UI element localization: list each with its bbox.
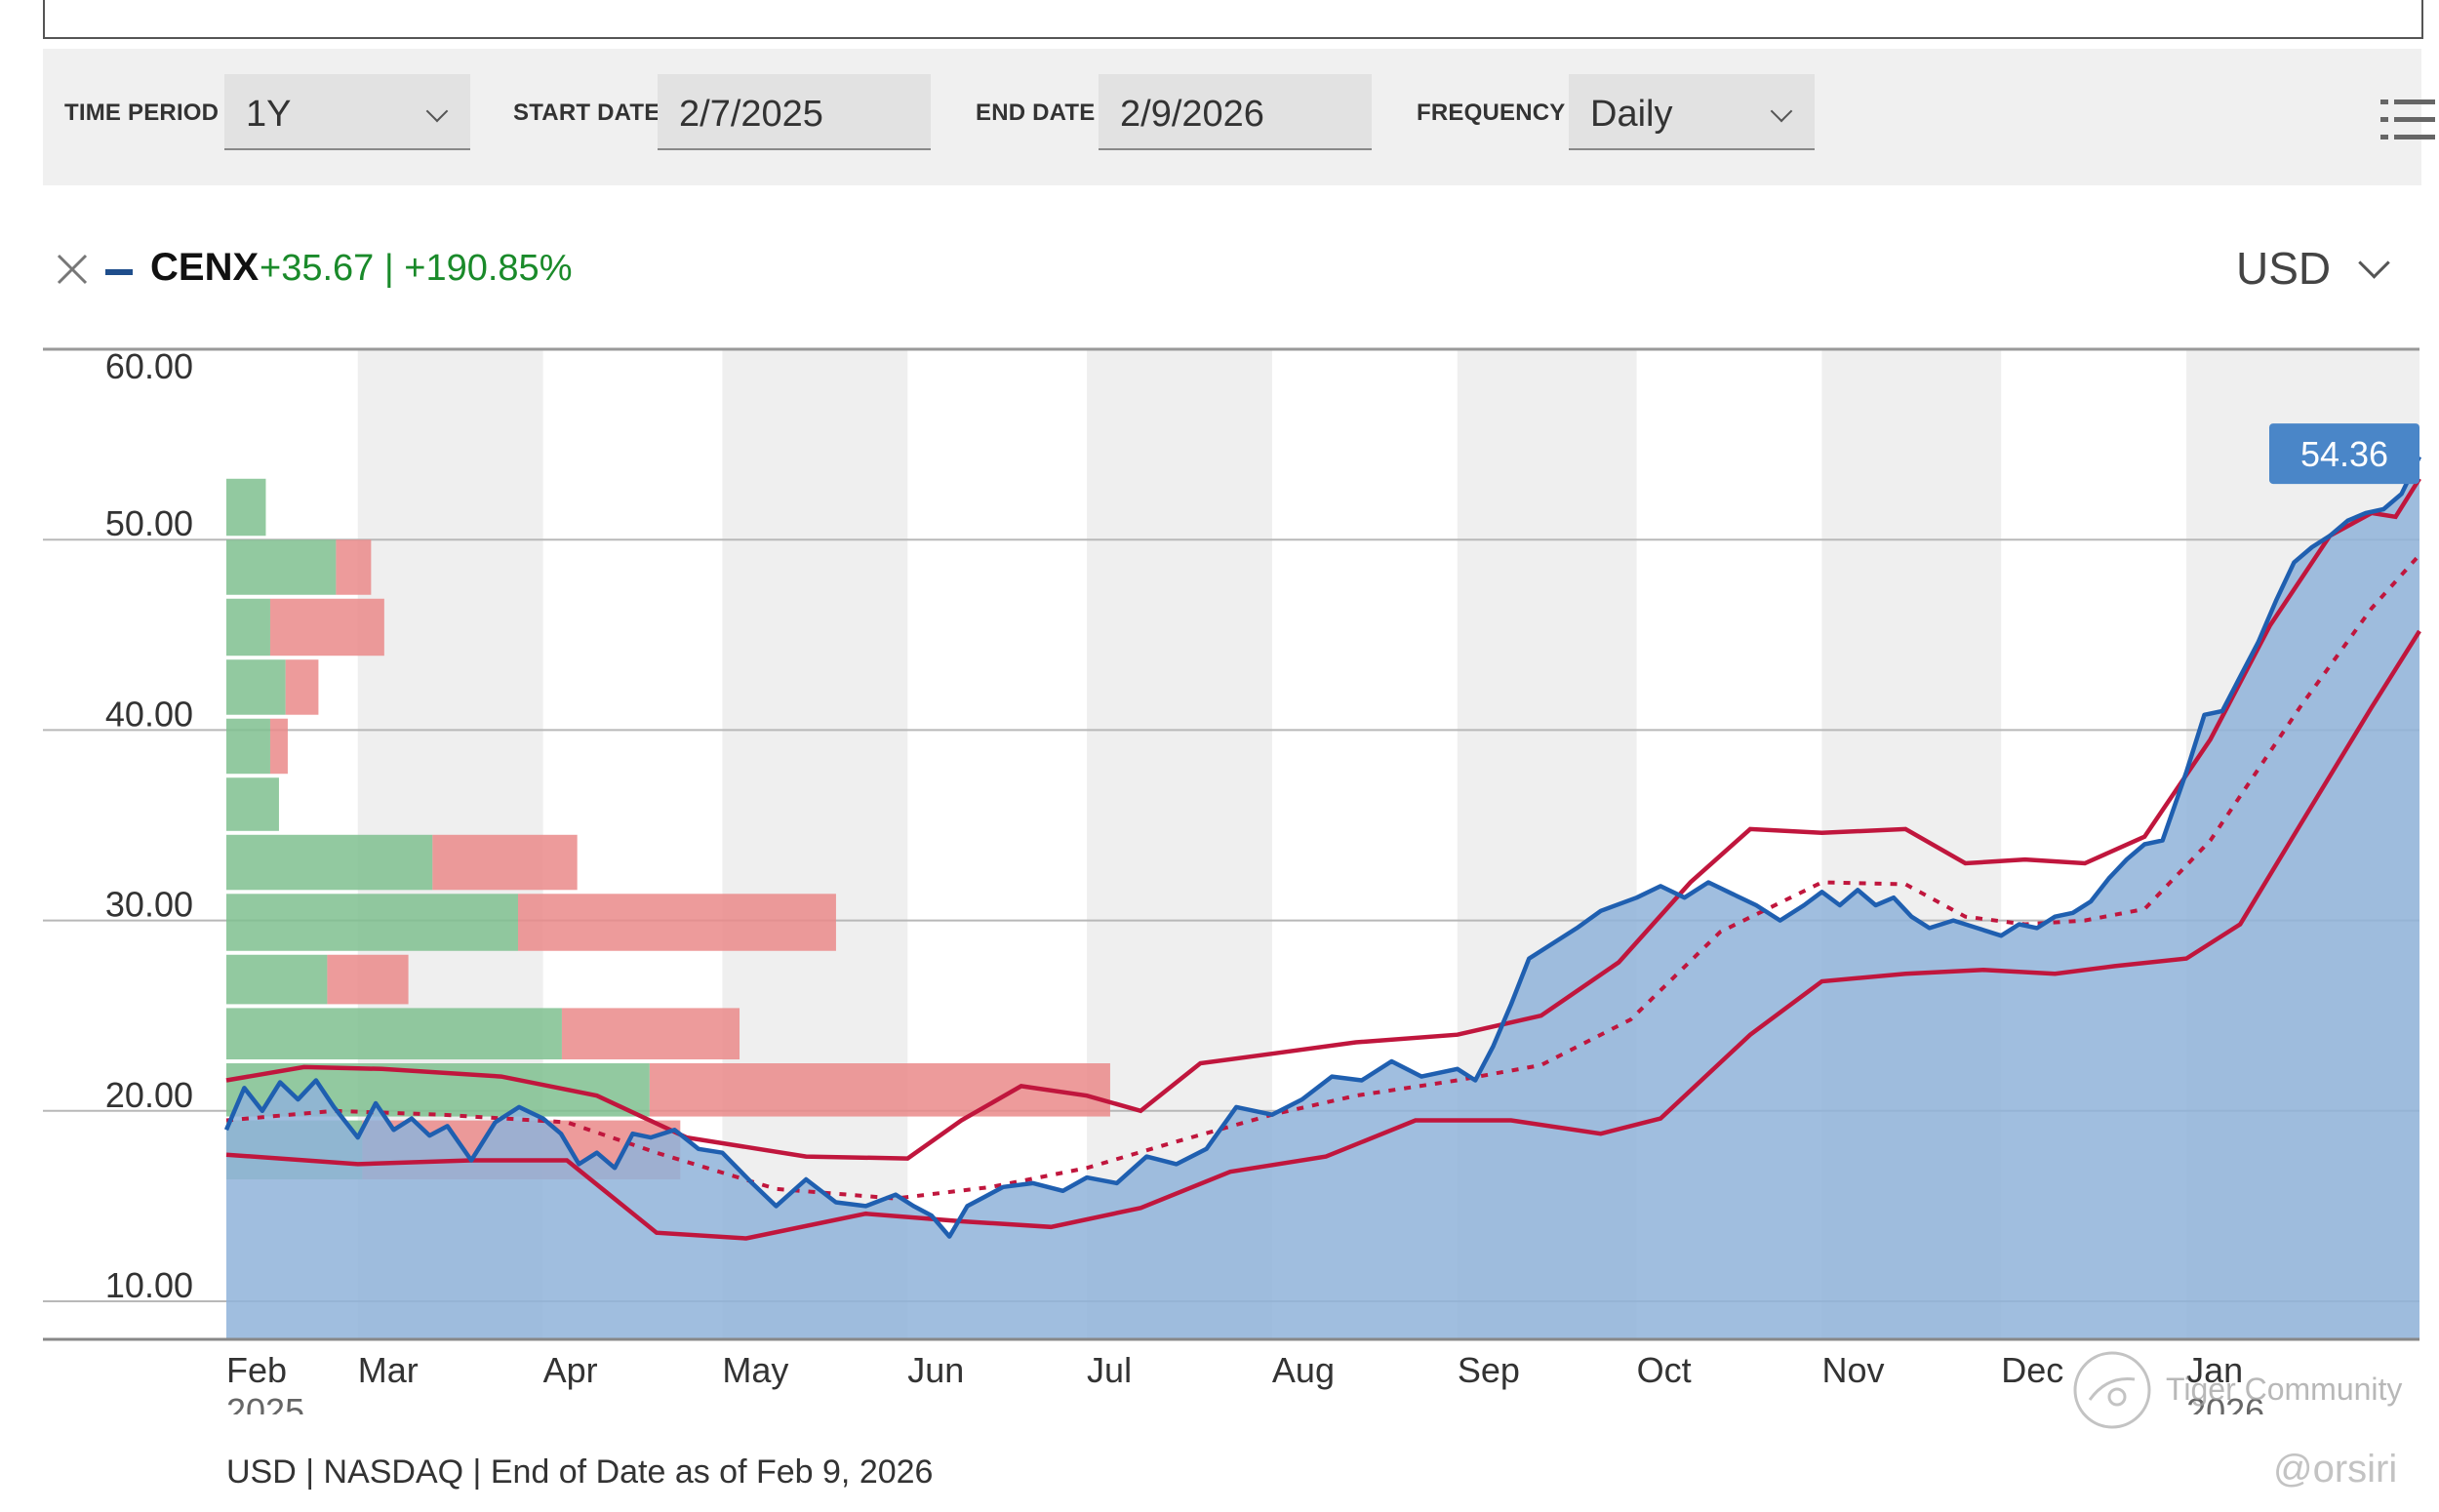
upper-band-line bbox=[225, 477, 2421, 1161]
ticker-label: CENX bbox=[150, 246, 260, 289]
watermark-text: Tiger Community bbox=[2166, 1372, 2403, 1407]
volume-bar-down bbox=[561, 1008, 740, 1060]
volume-bar-down bbox=[269, 718, 288, 775]
start-date-label: START DATE bbox=[513, 99, 660, 126]
volume-bar-up bbox=[226, 894, 518, 951]
top-panel-border bbox=[43, 0, 2423, 39]
lower-band-line bbox=[225, 629, 2421, 1241]
price-change: +35.67 | +190.85% bbox=[260, 248, 573, 289]
tiger-logo-icon bbox=[2073, 1351, 2151, 1429]
volume-bar-up bbox=[226, 598, 270, 657]
y-tick-label: 50.00 bbox=[105, 503, 193, 543]
volume-bar-down bbox=[285, 659, 319, 715]
x-tick-label: May bbox=[722, 1350, 788, 1390]
x-tick-label: Mar bbox=[358, 1350, 419, 1390]
y-tick-label: 30.00 bbox=[105, 885, 193, 925]
volume-bar-up bbox=[226, 718, 270, 775]
series-swatch bbox=[105, 269, 133, 275]
month-band bbox=[722, 349, 908, 1339]
frequency-label: FREQUENCY bbox=[1417, 99, 1566, 126]
last-price-box bbox=[2269, 423, 2419, 485]
volume-bar-up bbox=[226, 659, 286, 715]
end-date-value: 2/9/2026 bbox=[1120, 94, 1264, 135]
currency-select[interactable]: USD bbox=[2236, 243, 2332, 294]
price-line bbox=[223, 456, 2422, 1239]
volume-bar-up bbox=[226, 777, 279, 831]
x-tick-label: Feb bbox=[226, 1350, 287, 1390]
x-tick-label: Dec bbox=[2001, 1350, 2063, 1390]
volume-bar-up bbox=[226, 834, 433, 891]
x-tick-label: Jul bbox=[1087, 1350, 1132, 1390]
x-tick-label: Oct bbox=[1637, 1350, 1692, 1390]
list-menu-icon[interactable] bbox=[2380, 96, 2435, 144]
end-date-input[interactable]: 2/9/2026 bbox=[1099, 74, 1372, 150]
x-tick-year: 2026 bbox=[2186, 1391, 2264, 1414]
x-tick-label: Apr bbox=[543, 1350, 598, 1390]
moving-average-line bbox=[225, 553, 2421, 1201]
time-period-select[interactable]: 1Y bbox=[224, 74, 470, 150]
y-tick-label: 20.00 bbox=[105, 1075, 193, 1115]
x-tick-label: Sep bbox=[1458, 1350, 1520, 1390]
volume-bar-down bbox=[517, 894, 836, 951]
frequency-select[interactable]: Daily bbox=[1569, 74, 1815, 150]
volume-bar-down bbox=[327, 954, 409, 1005]
close-icon[interactable] bbox=[55, 252, 90, 287]
last-price-label: 54.36 bbox=[2300, 434, 2388, 474]
x-tick-label: Jun bbox=[907, 1350, 964, 1390]
start-date-value: 2/7/2025 bbox=[679, 94, 823, 135]
time-period-value: 1Y bbox=[246, 94, 292, 135]
end-date-label: END DATE bbox=[976, 99, 1096, 126]
price-chart: 10.0020.0030.0040.0050.0060.0054.36Feb20… bbox=[43, 346, 2422, 1414]
y-tick-label: 40.00 bbox=[105, 694, 193, 734]
y-tick-label: 10.00 bbox=[105, 1265, 193, 1305]
x-tick-label: Jan bbox=[2186, 1350, 2243, 1390]
volume-bar-up bbox=[226, 539, 337, 595]
volume-bar-down bbox=[336, 539, 372, 595]
volume-bar-down bbox=[269, 598, 384, 657]
volume-bar-up bbox=[226, 1008, 562, 1060]
volume-bar-down bbox=[432, 834, 578, 891]
start-date-input[interactable]: 2/7/2025 bbox=[658, 74, 931, 150]
volume-bar-up bbox=[226, 478, 266, 537]
x-tick-year: 2025 bbox=[226, 1391, 304, 1414]
chart-footer: USD | NASDAQ | End of Date as of Feb 9, … bbox=[226, 1453, 934, 1491]
y-tick-label: 60.00 bbox=[105, 346, 193, 386]
watermark-user: @orsiri bbox=[2273, 1448, 2398, 1491]
x-tick-label: Aug bbox=[1272, 1350, 1335, 1390]
chart-controls-bar: TIME PERIOD 1Y START DATE 2/7/2025 END D… bbox=[43, 49, 2435, 185]
time-period-label: TIME PERIOD bbox=[64, 99, 220, 126]
price-area bbox=[226, 457, 2419, 1340]
volume-bar-up bbox=[226, 954, 328, 1005]
frequency-value: Daily bbox=[1590, 94, 1673, 135]
x-tick-label: Nov bbox=[1821, 1350, 1884, 1390]
